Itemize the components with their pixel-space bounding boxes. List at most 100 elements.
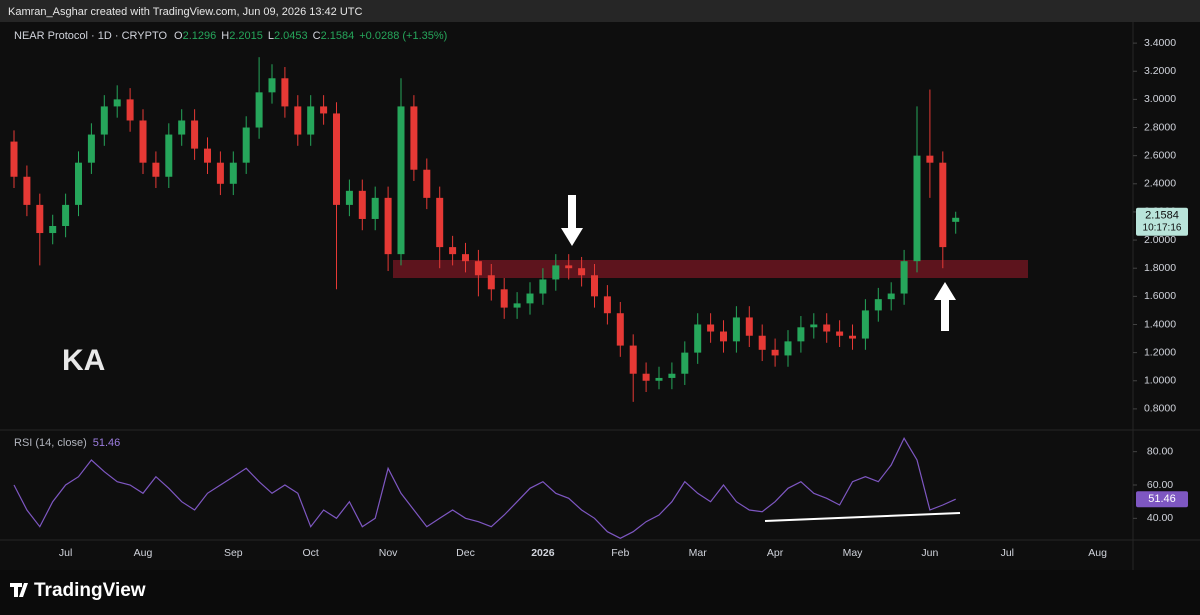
y-tick-label: 2.8000 <box>1144 121 1176 133</box>
y-tick-label: 1.0000 <box>1144 375 1176 387</box>
x-tick-label: Feb <box>611 547 629 559</box>
candle-body <box>255 92 263 128</box>
price-tag-countdown: 10:17:16 <box>1143 222 1182 233</box>
candle-body <box>616 313 624 346</box>
ohlc-value: 2.1584 <box>321 30 355 42</box>
plot: 0.8000 1.0000 1.2000 1.4000 1.6000 1.8000 2.00… <box>10 37 1188 559</box>
candle-body <box>552 265 560 280</box>
x-tick-label: Jul <box>1001 547 1014 559</box>
rsi-tick-label: 80.00 <box>1147 445 1173 457</box>
x-tick-label: Sep <box>224 547 243 559</box>
candle-body <box>823 324 831 332</box>
candle-body <box>410 106 418 170</box>
candle-body <box>655 377 663 381</box>
rsi-line <box>13 437 956 539</box>
resistance-zone <box>393 260 1028 278</box>
symbol-legend: NEAR Protocol · 1D · CRYPTO O2.1296 H2.201… <box>14 30 447 42</box>
candle-body <box>849 335 856 339</box>
candle-body <box>23 176 31 205</box>
candle-body <box>333 113 340 205</box>
y-tick-label: 3.2000 <box>1144 65 1176 77</box>
candle-body <box>62 204 70 226</box>
candle-body <box>642 373 650 381</box>
candle-body <box>371 197 379 219</box>
rsi-tag <box>1136 491 1188 508</box>
y-tick-label: 0.8000 <box>1144 403 1176 415</box>
ohlc-letter: C <box>313 30 321 42</box>
candle-body <box>384 197 392 255</box>
rsi-trendline <box>764 512 961 522</box>
x-tick-label: May <box>843 547 864 559</box>
change: +0.0288 (+1.35%) <box>359 30 447 42</box>
candle-body <box>49 226 57 234</box>
candle-body <box>294 106 302 135</box>
chart-area <box>0 22 1200 570</box>
candle-body <box>358 190 366 219</box>
ohlc-value: 2.1296 <box>183 30 217 42</box>
candle-body <box>745 317 753 336</box>
candle-body <box>668 373 676 378</box>
y-tick-label: 1.4000 <box>1144 318 1176 330</box>
candle-body <box>861 310 869 339</box>
candle-body <box>578 268 586 276</box>
down-arrow <box>561 195 583 246</box>
candle-body <box>926 155 934 163</box>
candle-body <box>281 78 289 107</box>
candle-body <box>10 141 18 177</box>
credit: Kamran_Asghar created with TradingView.c… <box>8 6 362 18</box>
y-tick-label: 2.0000 <box>1144 234 1176 246</box>
x-tick-label: Jul <box>59 547 72 559</box>
candle-body <box>732 317 740 342</box>
candle-body <box>758 335 766 350</box>
candle-body <box>913 155 921 262</box>
candle-body <box>565 265 573 269</box>
up-arrow <box>934 282 956 331</box>
watermark-text: KA <box>62 344 105 377</box>
candle-body <box>268 78 276 93</box>
candle-body <box>204 148 211 163</box>
brand: TradingView <box>34 580 146 601</box>
candle-body <box>694 324 702 353</box>
x-tick-label: Jun <box>921 547 938 559</box>
y-tick-label: 2.6000 <box>1144 149 1176 161</box>
candle-body <box>216 162 224 184</box>
x-tick-label: Oct <box>303 547 319 559</box>
rsi-tick-label: 60.00 <box>1147 479 1173 491</box>
candle-body <box>539 279 547 294</box>
candle-body <box>474 261 482 276</box>
candle-body <box>307 106 315 135</box>
candle-body <box>784 341 792 356</box>
candle-body <box>952 217 960 222</box>
candle-body <box>513 303 521 308</box>
candle-body <box>436 197 444 248</box>
x-tick-label: Nov <box>379 547 398 559</box>
y-tick-label: 1.6000 <box>1144 290 1176 302</box>
candle-body <box>191 120 199 149</box>
x-tick-label: 2026 <box>531 547 555 559</box>
candle-body <box>591 275 598 297</box>
candle-body <box>113 99 121 107</box>
bottom-bar <box>0 570 1200 615</box>
candle-body <box>165 134 173 177</box>
candle-body <box>707 324 715 332</box>
candle-body <box>178 120 186 135</box>
candle-body <box>229 162 237 184</box>
candle-body <box>87 134 95 163</box>
y-tick-label: 1.2000 <box>1144 346 1176 358</box>
x-tick-label: Aug <box>1088 547 1107 559</box>
ohlc-letter: L <box>268 30 274 42</box>
ohlc-letter: H <box>221 30 229 42</box>
candle-body <box>449 247 457 255</box>
candle-body <box>126 99 134 121</box>
candle-body <box>720 331 727 342</box>
candle-body <box>75 162 82 205</box>
x-tick-label: Aug <box>134 547 153 559</box>
price-tag-value: 2.1584 <box>1145 210 1179 222</box>
candle-body <box>629 345 637 374</box>
candle-body <box>810 324 818 328</box>
symbol-title: NEAR Protocol · 1D · CRYPTO <box>14 30 167 42</box>
rsi-value: 51.46 <box>93 437 121 449</box>
candle-body <box>320 106 328 114</box>
top-bar <box>0 0 1200 22</box>
candle-body <box>887 293 895 300</box>
